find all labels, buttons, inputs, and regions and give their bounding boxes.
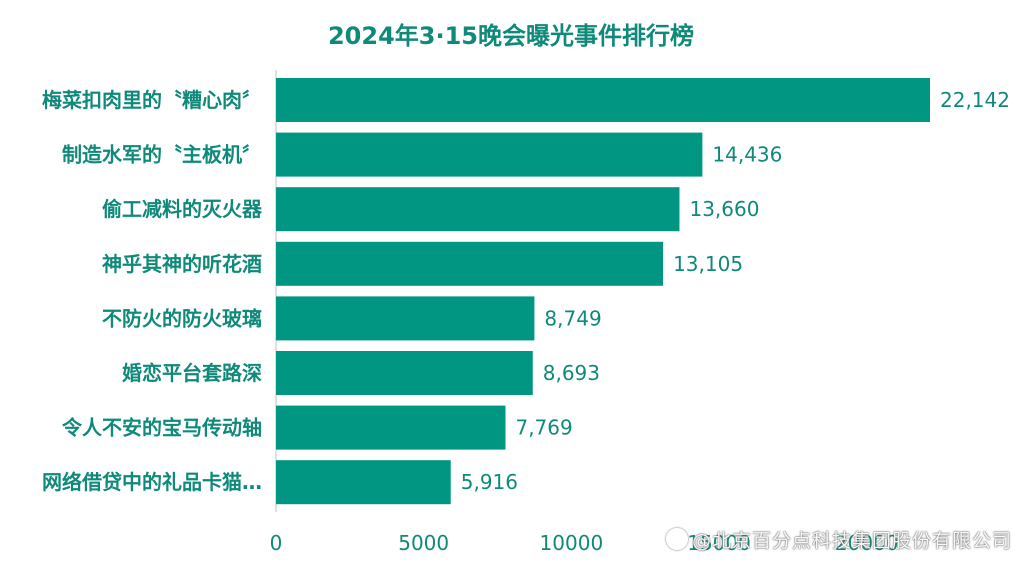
- value-label-7: 7,769: [515, 416, 572, 440]
- bar-4: [276, 241, 664, 286]
- value-label-4: 13,105: [673, 252, 743, 276]
- x-tick-label-4: 15000: [687, 531, 751, 555]
- x-tick-label-1: 0: [270, 531, 283, 555]
- value-label-8: 5,916: [461, 470, 518, 494]
- chart-title: 2024年3·15晚会曝光事件排行榜: [327, 22, 694, 50]
- weibo-logo-icon: [665, 528, 688, 550]
- value-label-2: 14,436: [712, 143, 782, 167]
- x-tick-label-5: 20000: [835, 531, 899, 555]
- bar-8: [276, 460, 451, 505]
- category-label-2: 制造水军的〝主板机〞: [62, 143, 262, 167]
- value-label-1: 22,142: [940, 88, 1010, 112]
- value-label-5: 8,749: [544, 306, 601, 330]
- x-tick-label-3: 10000: [540, 531, 604, 555]
- bar-7: [276, 405, 506, 450]
- watermark-text: @北京百分点科技集团股份有限公司: [691, 530, 1012, 552]
- category-label-3: 偷工减料的灭火器: [102, 197, 263, 221]
- category-label-7: 令人不安的宝马传动轴: [62, 416, 262, 440]
- bar-5: [276, 296, 535, 341]
- bar-3: [276, 187, 680, 232]
- category-label-5: 不防火的防火玻璃: [102, 306, 262, 330]
- bar-6: [276, 351, 533, 395]
- watermark: @北京百分点科技集团股份有限公司: [665, 526, 1012, 553]
- category-label-4: 神乎其神的听花酒: [102, 252, 262, 276]
- category-label-8: 网络借贷中的礼品卡猫…: [42, 470, 262, 494]
- bar-2: [276, 132, 703, 177]
- value-label-3: 13,660: [689, 197, 759, 221]
- x-tick-label-2: 5000: [398, 531, 449, 555]
- bar-1: [276, 78, 930, 122]
- category-label-6: 婚恋平台套路深: [122, 361, 262, 385]
- value-label-6: 8,693: [543, 361, 600, 385]
- category-label-1: 梅菜扣肉里的〝糟心肉〞: [42, 88, 262, 112]
